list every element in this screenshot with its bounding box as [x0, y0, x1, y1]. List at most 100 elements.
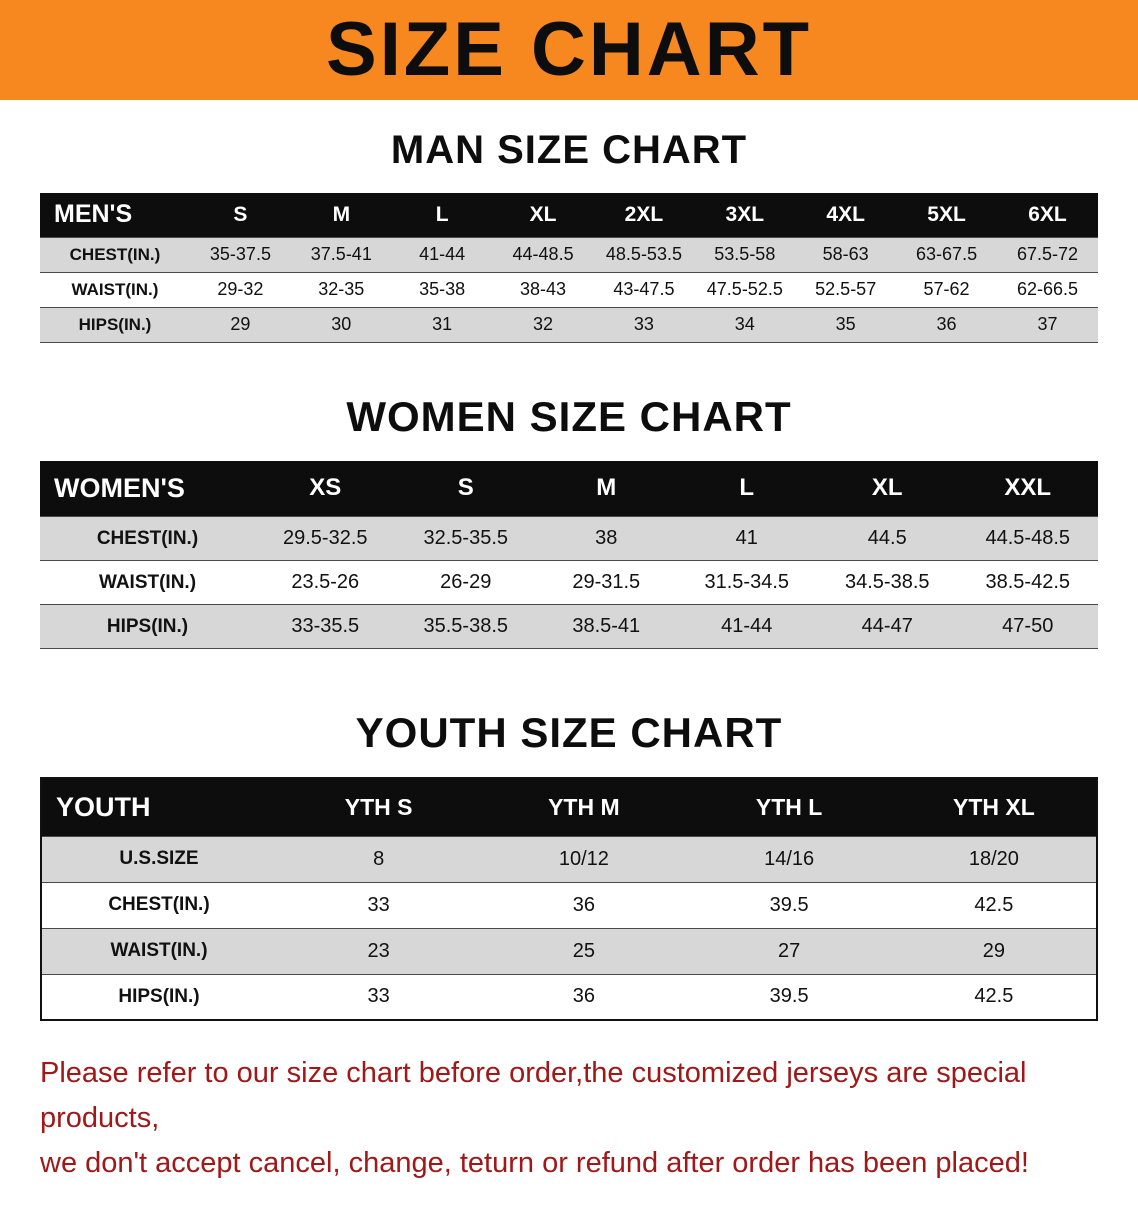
youth-column-header: YTH S — [276, 778, 482, 836]
men-size-table: MEN'S S M L XL 2XL 3XL 4XL 5XL 6XL CHEST(IN.) 35-3… — [40, 193, 1098, 343]
youth-cell-value: 10/12 — [558, 847, 609, 870]
women-cell-value: 35.5-38.5 — [423, 615, 508, 637]
youth-section-heading: YOUTH SIZE CHART — [355, 709, 783, 756]
men-cell-value: 62-66.5 — [1016, 279, 1079, 299]
women-cell-value: 29-31.5 — [572, 571, 641, 593]
youth-column-header: YTH M — [481, 778, 687, 836]
men-cell-value: 29 — [230, 314, 251, 334]
men-cell-value: 32-35 — [318, 279, 365, 299]
men-cell-value: 34 — [734, 314, 755, 334]
men-section-heading: MAN SIZE CHART — [390, 128, 748, 172]
women-cell-value: 23.5-26 — [291, 571, 360, 593]
women-cell-value: 38 — [595, 527, 618, 549]
disclaimer-line-1: Please refer to our size chart before or… — [40, 1057, 1027, 1134]
youth-cell-value: 27 — [778, 939, 801, 962]
youth-table-row: CHEST(IN.) 33 36 39.5 42.5 — [41, 882, 1097, 928]
women-column-header: M — [536, 460, 677, 517]
women-cell-value: 38.5-41 — [572, 615, 641, 637]
men-cell-value: 47.5-52.5 — [706, 279, 783, 299]
women-column-header: S — [395, 460, 536, 517]
men-row-label: WAIST(IN.) — [71, 279, 159, 299]
men-cell-value: 58-63 — [822, 244, 869, 264]
women-column-header: XXL — [957, 460, 1098, 517]
women-cell-value: 38.5-42.5 — [985, 571, 1070, 593]
youth-cell-value: 39.5 — [769, 893, 809, 916]
women-column-header: L — [676, 460, 817, 517]
youth-cell-value: 18/20 — [968, 847, 1019, 870]
men-column-header: 3XL — [694, 193, 796, 237]
youth-cell-value: 33 — [367, 985, 390, 1008]
women-row-label: WAIST(IN.) — [98, 571, 197, 593]
women-cell-value: 31.5-34.5 — [704, 571, 789, 593]
women-cell-value: 41-44 — [721, 615, 773, 637]
youth-row-label: U.S.SIZE — [119, 848, 199, 869]
women-cell-value: 34.5-38.5 — [844, 571, 930, 593]
women-row-label: HIPS(IN.) — [106, 615, 189, 637]
men-row-label: HIPS(IN.) — [78, 314, 152, 334]
youth-table-row: WAIST(IN.) 23 25 27 29 — [41, 928, 1097, 974]
youth-row-label: HIPS(IN.) — [118, 985, 200, 1007]
men-row-label: CHEST(IN.) — [69, 244, 161, 264]
women-column-header: XL — [817, 460, 958, 517]
women-cell-value: 26-29 — [440, 571, 492, 593]
youth-cell-value: 25 — [572, 939, 595, 962]
women-cell-value: 47-50 — [1002, 615, 1054, 637]
men-table-row: HIPS(IN.) 29 30 31 32 33 34 35 36 37 — [40, 307, 1098, 342]
men-cell-value: 48.5-53.5 — [605, 244, 682, 264]
women-table-row: HIPS(IN.) 33-35.5 35.5-38.5 38.5-41 41-44 44-… — [40, 604, 1098, 649]
women-cell-value: 29.5-32.5 — [282, 527, 368, 549]
men-cell-value: 36 — [936, 314, 957, 334]
men-table-row: WAIST(IN.) 29-32 32-35 35-38 38-43 43-47.5 47.… — [40, 272, 1098, 307]
women-cell-value: 44.5-48.5 — [985, 527, 1070, 549]
youth-column-header: YTH XL — [891, 778, 1097, 836]
men-column-header: 6XL — [997, 193, 1098, 237]
men-cell-value: 63-67.5 — [916, 244, 978, 264]
youth-cell-value: 36 — [572, 893, 595, 916]
men-column-header: L — [391, 193, 493, 237]
men-cell-value: 43-47.5 — [613, 279, 675, 299]
men-cell-value: 67.5-72 — [1016, 244, 1079, 264]
women-section-heading: WOMEN SIZE CHART — [346, 392, 792, 440]
youth-table-wrap: YOUTH YTH S YTH M YTH L YTH XL U.S.SIZE 8 10/1… — [0, 777, 1138, 1021]
women-table-row: WAIST(IN.) 23.5-26 26-29 29-31.5 31.5-34.5 34… — [40, 560, 1098, 605]
men-corner-label: MEN'S — [40, 193, 190, 237]
men-column-header: S — [190, 193, 291, 237]
women-header-row: WOMEN'S XS S M L XL XXL — [40, 460, 1098, 517]
youth-row-label: WAIST(IN.) — [110, 940, 208, 961]
men-cell-value: 44-48.5 — [512, 244, 574, 264]
women-corner-label: WOMEN'S — [40, 460, 255, 517]
youth-cell-value: 36 — [572, 985, 595, 1008]
men-cell-value: 38-43 — [520, 279, 567, 299]
men-cell-value: 37.5-41 — [310, 244, 372, 264]
men-header-row: MEN'S S M L XL 2XL 3XL 4XL 5XL 6XL — [40, 193, 1098, 237]
men-cell-value: 35-37.5 — [209, 244, 271, 264]
youth-size-table: YOUTH YTH S YTH M YTH L YTH XL U.S.SIZE 8 10/1… — [40, 777, 1098, 1021]
women-size-table: WOMEN'S XS S M L XL XXL CHEST(IN.) 29.5-32.5 32.… — [40, 460, 1098, 650]
women-cell-value: 41 — [735, 527, 758, 549]
disclaimer-line-2: we don't accept cancel, change, teturn o… — [40, 1146, 1029, 1179]
youth-corner-label: YOUTH — [41, 778, 276, 836]
men-column-header: M — [290, 193, 392, 237]
men-cell-value: 29-32 — [217, 279, 264, 299]
men-cell-value: 52.5-57 — [815, 279, 877, 299]
youth-cell-value: 33 — [367, 893, 390, 916]
women-cell-value: 33-35.5 — [291, 615, 360, 637]
youth-table-row: HIPS(IN.) 33 36 39.5 42.5 — [41, 974, 1097, 1020]
men-cell-value: 35 — [835, 314, 856, 334]
men-cell-value: 33 — [633, 314, 654, 334]
youth-cell-value: 42.5 — [974, 893, 1014, 916]
youth-cell-value: 14/16 — [764, 847, 815, 870]
men-cell-value: 31 — [432, 314, 453, 334]
men-column-header: 2XL — [593, 193, 695, 237]
men-cell-value: 35-38 — [419, 279, 466, 299]
men-column-header: 4XL — [795, 193, 897, 237]
men-column-header: XL — [492, 193, 594, 237]
men-table-wrap: MEN'S S M L XL 2XL 3XL 4XL 5XL 6XL CHEST(IN.) 35-3… — [0, 193, 1138, 343]
women-table-row: CHEST(IN.) 29.5-32.5 32.5-35.5 38 41 44.5 44.5… — [40, 516, 1098, 561]
youth-header-row: YOUTH YTH S YTH M YTH L YTH XL — [41, 778, 1097, 836]
youth-column-header: YTH L — [686, 778, 892, 836]
youth-cell-value: 42.5 — [974, 985, 1014, 1008]
size-chart-banner: SIZE CHART — [0, 0, 1138, 100]
women-cell-value: 44-47 — [861, 615, 913, 637]
banner-title: SIZE CHART — [326, 7, 812, 92]
